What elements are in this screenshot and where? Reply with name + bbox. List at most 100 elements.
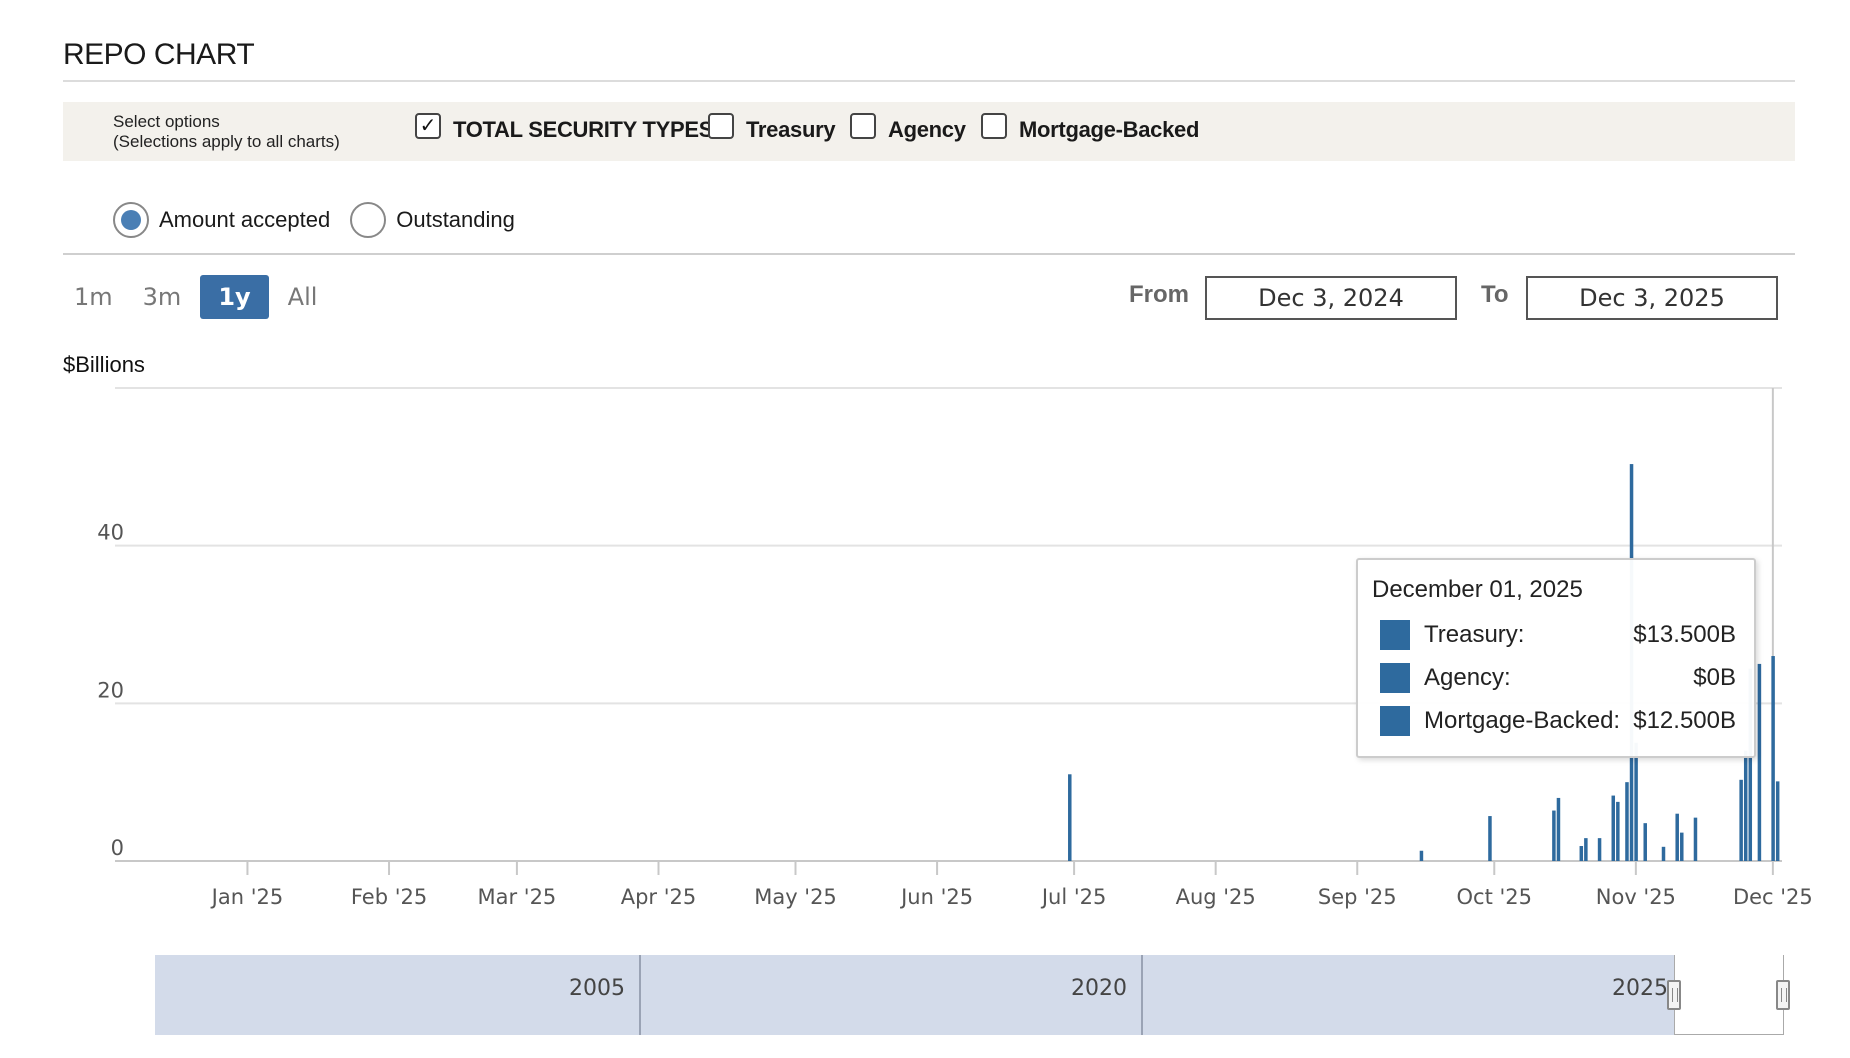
- page-title: REPO CHART: [63, 38, 255, 71]
- checkbox-label: Agency: [888, 117, 966, 142]
- x-tick-label: Sep '25: [1318, 885, 1397, 909]
- bar: [1625, 782, 1629, 861]
- measure-radio-group: Amount accepted Outstanding: [113, 202, 535, 238]
- bar: [1597, 838, 1602, 861]
- checkbox-agency[interactable]: Agency: [850, 112, 966, 148]
- radio-amount-accepted[interactable]: Amount accepted: [113, 202, 330, 238]
- from-date-input[interactable]: Dec 3, 2024: [1205, 276, 1457, 320]
- checkbox-box[interactable]: [708, 113, 734, 139]
- radio-circle[interactable]: [350, 202, 387, 238]
- series-swatch: [1380, 620, 1410, 650]
- checkbox-mortgage-backed[interactable]: Mortgage-Backed: [981, 112, 1199, 148]
- radio-label: Amount accepted: [159, 207, 331, 232]
- checkbox-box[interactable]: [981, 113, 1007, 139]
- bar: [1419, 850, 1424, 861]
- tooltip-date: December 01, 2025: [1372, 576, 1583, 603]
- series-swatch: [1380, 663, 1410, 693]
- bar: [1675, 813, 1679, 861]
- checkbox-total-security-types[interactable]: ✓ TOTAL SECURITY TYPES: [415, 112, 713, 148]
- navigator-right-handle[interactable]: [1776, 980, 1790, 1010]
- from-label: From: [1129, 281, 1189, 308]
- bar: [1757, 663, 1762, 861]
- radio-selected-dot: [121, 210, 141, 230]
- tooltip-row-value: $13.500B: [1633, 621, 1736, 648]
- section-divider: [63, 253, 1795, 255]
- tooltip-row-treasury: Treasury: $13.500B: [1380, 620, 1736, 650]
- checkbox-treasury[interactable]: Treasury: [708, 112, 836, 148]
- x-tick-label: Jun '25: [899, 885, 973, 909]
- navigator-selected-window[interactable]: [1674, 955, 1784, 1035]
- bar: [1771, 656, 1775, 861]
- bar: [1579, 846, 1584, 861]
- y-tick-label-40: 40: [97, 521, 124, 545]
- x-tick-label: Jul '25: [1040, 885, 1107, 909]
- y-axis-label: $Billions: [63, 352, 145, 377]
- bar: [1634, 742, 1638, 861]
- bar: [1661, 846, 1666, 861]
- checkbox-label: Mortgage-Backed: [1019, 117, 1200, 142]
- bar: [1739, 779, 1743, 861]
- options-label-line2: (Selections apply to all charts): [113, 132, 340, 151]
- range-button-1m[interactable]: 1m: [74, 283, 113, 311]
- bar: [1488, 816, 1492, 861]
- range-button-1y[interactable]: 1y: [200, 275, 269, 319]
- bar: [1775, 781, 1780, 861]
- navigator-label-2025: 2025: [1612, 976, 1668, 1001]
- checkbox-label: TOTAL SECURITY TYPES: [453, 117, 714, 142]
- bar: [1584, 838, 1588, 861]
- bar: [1693, 817, 1698, 861]
- bar: [1552, 810, 1556, 861]
- range-selector: 1m 3m 1y All: [63, 275, 336, 319]
- bar: [1680, 832, 1684, 861]
- radio-label: Outstanding: [396, 207, 515, 232]
- x-tick-label: Oct '25: [1457, 885, 1532, 909]
- options-label-line1: Select options: [113, 112, 220, 131]
- tooltip-row-name: Agency:: [1424, 664, 1511, 691]
- options-bar: Select options (Selections apply to all …: [63, 102, 1795, 161]
- x-tick-label: May '25: [754, 885, 837, 909]
- navigator-label-2020: 2020: [1071, 976, 1127, 1001]
- radio-outstanding[interactable]: Outstanding: [350, 202, 515, 238]
- navigator-series-area[interactable]: [155, 955, 1674, 1035]
- title-divider: [63, 80, 1795, 82]
- navigator-divider: [639, 955, 641, 1035]
- to-label: To: [1481, 281, 1509, 308]
- tooltip-row-agency: Agency: $0B: [1380, 663, 1736, 693]
- radio-circle[interactable]: [113, 202, 149, 238]
- tooltip-row-value: $0B: [1693, 664, 1736, 691]
- checkbox-box[interactable]: [850, 113, 876, 139]
- options-label: Select options (Selections apply to all …: [113, 112, 340, 152]
- x-tick-label: Jan '25: [210, 885, 284, 909]
- bar: [1068, 774, 1072, 861]
- y-tick-label-0: 0: [111, 836, 124, 860]
- checkbox-label: Treasury: [746, 117, 836, 142]
- x-tick-label: Feb '25: [351, 885, 427, 909]
- tooltip-row-value: $12.500B: [1633, 707, 1736, 734]
- bar: [1616, 801, 1620, 861]
- x-tick-label: Apr '25: [621, 885, 697, 909]
- navigator-divider: [1141, 955, 1143, 1035]
- chart-tooltip: December 01, 2025 Treasury: $13.500B Age…: [1356, 558, 1756, 758]
- range-button-all[interactable]: All: [287, 283, 318, 311]
- bar: [1556, 797, 1561, 861]
- checkbox-box[interactable]: ✓: [415, 113, 441, 139]
- bar: [1611, 795, 1616, 861]
- x-tick-label: Mar '25: [478, 885, 557, 909]
- range-button-3m[interactable]: 3m: [142, 283, 182, 311]
- y-tick-label-20: 20: [97, 678, 124, 702]
- to-date-input[interactable]: Dec 3, 2025: [1526, 276, 1778, 320]
- bar: [1643, 823, 1647, 861]
- navigator-left-handle[interactable]: [1667, 980, 1681, 1010]
- tooltip-row-name: Treasury:: [1424, 621, 1525, 648]
- bar: [1743, 750, 1748, 861]
- tooltip-row-mortgage-backed: Mortgage-Backed: $12.500B: [1380, 706, 1736, 736]
- x-tick-label: Aug '25: [1176, 885, 1256, 909]
- x-tick-label: Nov '25: [1596, 885, 1676, 909]
- bar: [1748, 668, 1753, 861]
- series-swatch: [1380, 706, 1410, 736]
- tooltip-row-name: Mortgage-Backed:: [1424, 707, 1621, 734]
- x-tick-label: Dec '25: [1733, 885, 1813, 909]
- navigator-label-2005: 2005: [569, 976, 625, 1001]
